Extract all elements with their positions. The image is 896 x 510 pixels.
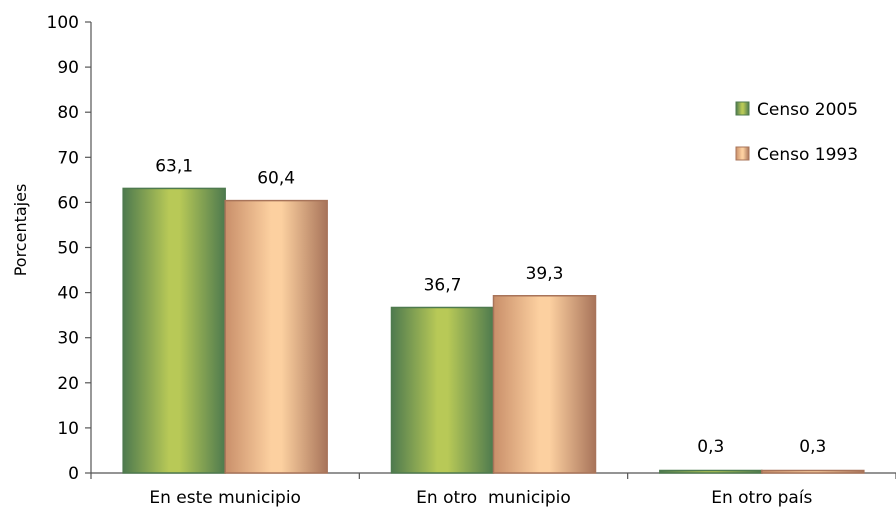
bar-censo-1993	[492, 295, 597, 474]
x-axis: En este municipio En otro municipio En otr…	[90, 472, 896, 508]
bar-censo-2005	[390, 306, 495, 474]
bar-censo-2005	[122, 187, 226, 474]
y-tick-label: 90	[57, 58, 79, 78]
data-labels: 63,1 60,4 36,7 39,3 0,3 0,3	[155, 156, 826, 457]
data-label: 39,3	[526, 264, 564, 284]
bar-censo-1993	[224, 199, 328, 474]
y-tick-label: 50	[57, 239, 79, 259]
y-tick-label: 0	[68, 464, 79, 484]
legend-label-censo-2005: Censo 2005	[757, 100, 858, 120]
bar-censo-1993	[761, 469, 865, 474]
y-tick-label: 20	[57, 374, 79, 394]
y-tick-label: 60	[57, 193, 79, 213]
y-axis: 0 10 20 30 40 50 60 70 80 90 100	[47, 13, 92, 484]
legend-swatch-censo-2005	[735, 101, 750, 116]
data-label: 0,3	[799, 437, 826, 457]
data-label: 36,7	[424, 275, 462, 295]
y-tick-label: 40	[57, 284, 79, 304]
legend: Censo 2005 Censo 1993	[735, 100, 858, 165]
x-category-label: En otro municipio	[416, 488, 571, 508]
bars	[122, 187, 865, 474]
legend-label-censo-1993: Censo 1993	[757, 145, 858, 165]
data-label: 63,1	[155, 156, 193, 176]
y-tick-label: 70	[57, 148, 79, 168]
legend-swatch-censo-1993	[735, 146, 750, 161]
data-label: 60,4	[257, 169, 295, 189]
y-axis-title: Porcentajes	[11, 184, 30, 277]
y-tick-label: 30	[57, 329, 79, 349]
y-tick-label: 10	[57, 419, 79, 439]
x-category-label: En este municipio	[149, 488, 301, 508]
bar-censo-2005	[659, 469, 763, 474]
y-tick-label: 80	[57, 103, 79, 123]
data-label: 0,3	[697, 437, 724, 457]
y-tick-label: 100	[47, 13, 79, 33]
x-category-label: En otro país	[711, 488, 812, 508]
